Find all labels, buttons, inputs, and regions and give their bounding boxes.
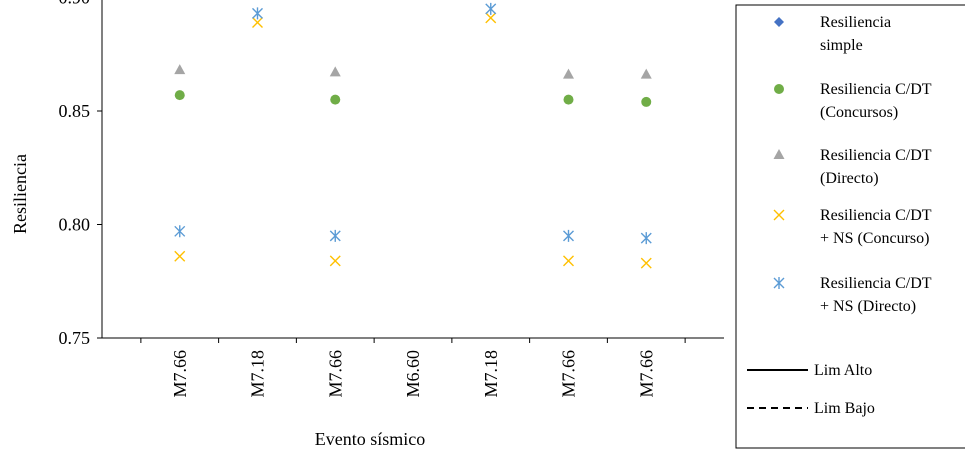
data-point [563,229,574,242]
data-point [640,68,652,79]
x-tick-label: M7.18 [481,350,501,398]
legend-marker [773,209,785,221]
legend-label: Lim Alto [814,362,872,379]
data-point [330,94,341,105]
data-point [563,255,574,267]
data-point [252,16,263,28]
data-point [563,68,574,79]
y-axis-title: Resiliencia [10,154,30,234]
y-tick-label: 0.90 [59,0,91,8]
x-tick-label: M6.60 [403,350,423,398]
legend-items: Resiliencia simple Resiliencia C/DT (Concur… [747,14,932,417]
legend-marker [773,277,785,289]
x-tick-label: M7.66 [636,350,656,398]
data-point [174,250,186,262]
data-point [485,2,497,15]
legend-marker [774,17,784,27]
x-tick-label: M7.66 [325,350,345,398]
plot-area: 0.750.800.850.900.951.00M7.66M7.18M7.66M… [59,0,724,398]
data-point [563,94,574,105]
y-tick-label: 0.85 [59,101,91,121]
data-point [174,64,186,75]
legend-label: Resiliencia [820,14,891,31]
legend-label: Lim Bajo [814,400,875,417]
legend-label: Resiliencia C/DT [820,275,932,292]
x-axis-title: Evento sísmico [315,429,426,449]
legend-label: Resiliencia C/DT [820,81,932,98]
data-point [640,257,652,269]
y-tick-label: 0.75 [59,328,91,348]
data-point [174,225,186,238]
legend-label: (Concursos) [820,104,898,121]
x-tick-label: M7.66 [170,350,190,398]
legend-label: + NS (Concurso) [820,230,929,247]
legend-label: Resiliencia C/DT [820,207,932,224]
x-tick-label: M7.66 [559,350,579,398]
data-point [485,12,497,24]
y-tick-label: 0.80 [59,215,91,235]
legend-label: simple [820,37,863,54]
x-tick-label: M7.18 [248,350,268,398]
legend-label: Resiliencia C/DT [820,147,932,164]
data-point [329,255,341,267]
data-point [641,96,652,107]
legend-label: (Directo) [820,170,879,187]
legend-marker [774,84,784,94]
legend-marker [773,149,785,159]
legend-label: + NS (Directo) [820,298,916,315]
data-point [329,229,341,242]
data-point [640,232,652,245]
data-point [174,90,185,101]
legend-border [735,4,965,449]
data-point [252,7,263,20]
data-point [329,66,341,77]
